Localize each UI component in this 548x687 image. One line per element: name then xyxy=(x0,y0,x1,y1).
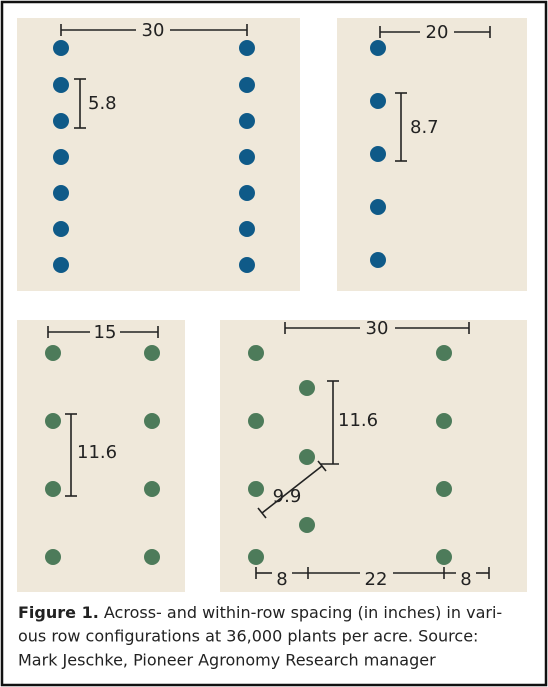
within-label: 11.6 xyxy=(77,442,117,463)
caption-line: Mark Jeschke, Pioneer Agronomy Research … xyxy=(18,651,436,670)
across-label: 20 xyxy=(426,22,449,43)
dimension xyxy=(47,326,159,497)
within-label: 5.8 xyxy=(88,93,117,114)
across-label: 30 xyxy=(142,20,165,41)
panel xyxy=(17,320,185,592)
across-label: 15 xyxy=(94,322,117,343)
caption-line: ous row configurations at 36,000 plants … xyxy=(18,627,478,646)
dots xyxy=(370,40,386,268)
across-label: 30 xyxy=(366,318,389,339)
dots xyxy=(45,345,160,565)
bottom-label: 8 xyxy=(276,569,287,590)
diagonal-label: 9.9 xyxy=(273,486,302,507)
dots xyxy=(53,40,255,273)
panel xyxy=(337,18,527,291)
panel xyxy=(220,320,527,592)
dimension xyxy=(255,322,490,579)
caption-text: Across- and within-row spacing (in inche… xyxy=(104,603,502,622)
dimension xyxy=(379,26,491,162)
within-label: 11.6 xyxy=(338,410,378,431)
caption-line: Figure 1. Across- and within-row spacing… xyxy=(18,603,502,622)
bottom-label: 8 xyxy=(460,569,471,590)
within-label: 8.7 xyxy=(410,117,439,138)
dimension xyxy=(60,24,248,129)
bottom-label: 22 xyxy=(365,569,388,590)
caption-label: Figure 1. xyxy=(18,603,99,622)
dots xyxy=(248,345,452,565)
